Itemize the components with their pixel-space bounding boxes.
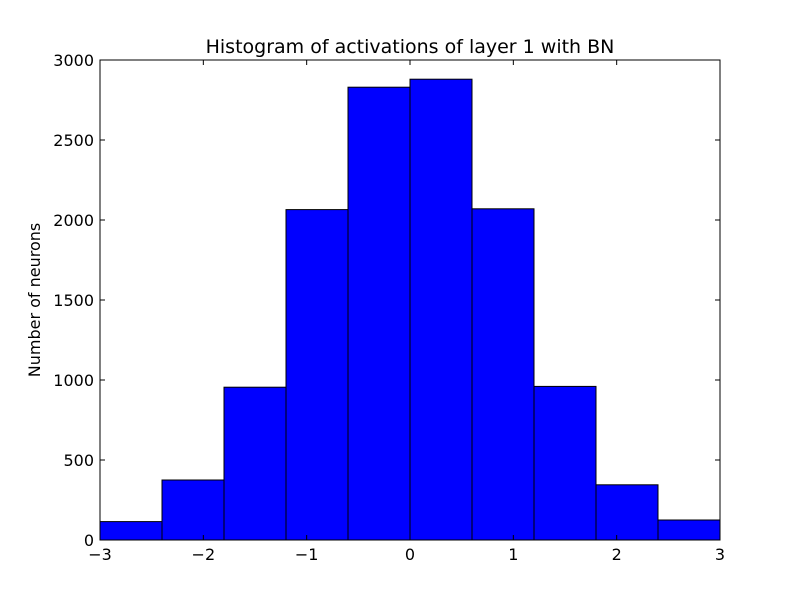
bars-group <box>99 78 721 541</box>
histogram-bar-2 <box>161 479 225 541</box>
histogram-bar-7 <box>471 208 535 541</box>
x-tick-label: 1 <box>508 545 518 564</box>
y-axis-label: Number of neurons <box>25 223 44 377</box>
x-tick-label: −1 <box>295 545 319 564</box>
y-tick-label: 500 <box>63 451 94 470</box>
histogram-bar-9 <box>595 484 659 541</box>
histogram-bar-10 <box>657 519 721 541</box>
y-tick-label: 1500 <box>53 291 94 310</box>
x-tick-label: 0 <box>405 545 415 564</box>
y-tick-label: 2000 <box>53 211 94 230</box>
y-tick-label: 2500 <box>53 131 94 150</box>
histogram-bar-3 <box>223 386 287 541</box>
x-tick-label: 2 <box>612 545 622 564</box>
x-tick-label: 3 <box>715 545 725 564</box>
x-axis-ticks: −3 −2 −1 0 1 2 3 <box>88 60 725 564</box>
histogram-bar-6 <box>409 78 473 541</box>
histogram-bar-1 <box>99 521 163 541</box>
y-tick-label: 0 <box>84 531 94 550</box>
x-tick-label: −3 <box>88 545 112 564</box>
y-tick-label: 1000 <box>53 371 94 390</box>
y-axis-ticks: 0 500 1000 1500 2000 2500 3000 <box>53 51 720 550</box>
histogram-bar-4 <box>285 209 349 541</box>
histogram-bar-5 <box>347 86 411 541</box>
chart-title: Histogram of activations of layer 1 with… <box>206 36 615 58</box>
y-tick-label: 3000 <box>53 51 94 70</box>
histogram-bar-8 <box>533 385 597 541</box>
x-tick-label: −2 <box>192 545 216 564</box>
